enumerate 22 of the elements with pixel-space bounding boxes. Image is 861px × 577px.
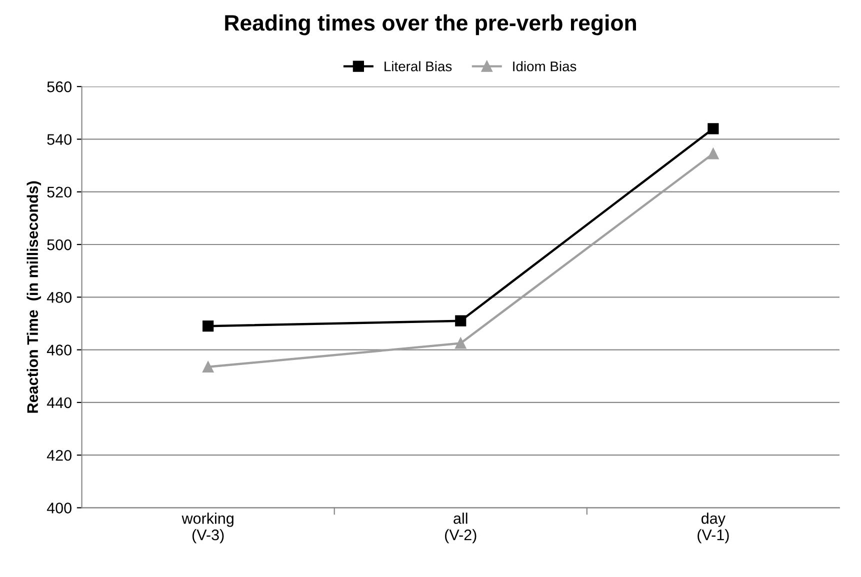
point [202,320,214,332]
legend-label: Idiom Bias [513,61,576,72]
y-tick-label: 400 [46,502,72,514]
point [708,148,719,160]
y-tick-label: 540 [47,134,72,145]
legend-label: Literal Bias [384,61,452,72]
point [455,338,466,349]
y-tick-label: 480 [46,292,72,303]
x-tick-label: working (V-3) [182,512,234,544]
y-axis-title: Reaction Time (in milliseconds) [26,181,42,413]
y-tick-label: 500 [47,239,72,250]
point [455,315,466,326]
y-tick-label: 560 [47,81,72,92]
x-tick-label: all (V-2) [445,512,476,544]
y-tick-label: 440 [46,397,72,408]
y-tick-label: 460 [46,344,72,356]
x-tick-label: day (V-1) [698,512,729,544]
y-tick-label: 420 [46,450,72,461]
chart-title: Reading times over the pre-verb region [225,14,636,36]
point [202,361,214,372]
point [708,123,719,134]
y-tick-label: 520 [47,186,72,198]
